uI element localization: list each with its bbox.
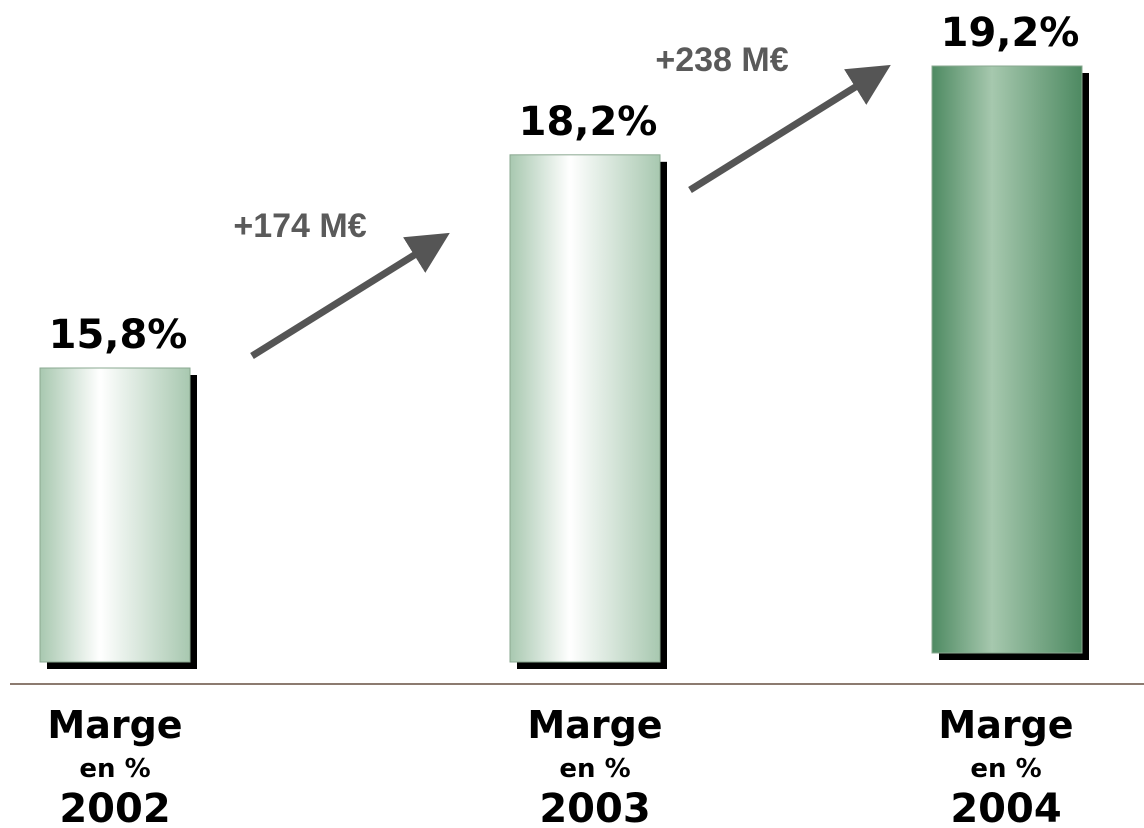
category-label-line1-2002: Marge [47, 703, 182, 747]
arrows-layer [250, 64, 891, 359]
delta-label-2003-2004: +238 M€ [655, 41, 788, 79]
category-year-2002: 2002 [59, 786, 170, 828]
value-label-2004: 19,2% [941, 10, 1080, 56]
category-label-line2-2004: en % [970, 754, 1041, 784]
value-label-2002: 15,8% [49, 312, 188, 358]
category-label-line1-2003: Marge [527, 703, 662, 747]
growth-arrow-2002-2003 [250, 232, 450, 359]
category-label-line1-2004: Marge [938, 703, 1073, 747]
bar-2003 [509, 154, 661, 663]
delta-label-2002-2003: +174 M€ [233, 207, 366, 245]
category-year-2004: 2004 [950, 786, 1061, 828]
bar-2002 [39, 367, 191, 663]
bars-layer [39, 65, 1089, 669]
category-label-line2-2003: en % [559, 754, 630, 784]
value-label-2003: 18,2% [519, 99, 658, 145]
category-label-line2-2002: en % [79, 754, 150, 784]
category-year-2003: 2003 [539, 786, 650, 828]
growth-arrow-2003-2004 [688, 64, 891, 193]
bar-2004 [931, 65, 1083, 654]
